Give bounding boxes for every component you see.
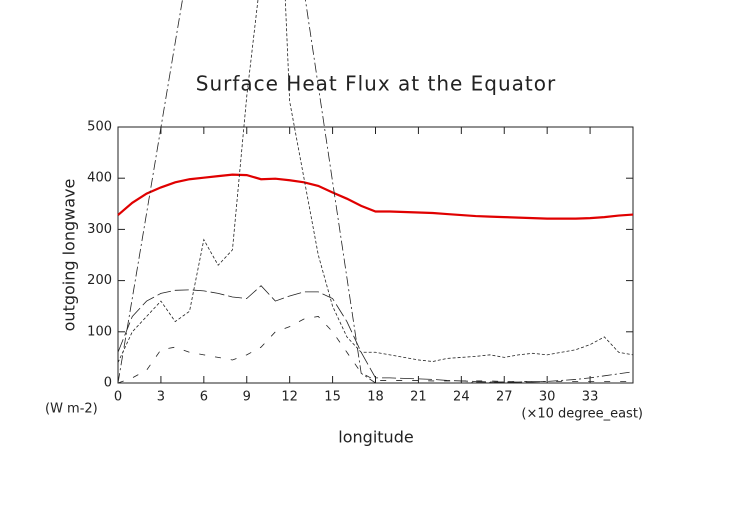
x-tick-label: 6 [200,390,208,405]
data-line [117,285,633,384]
y-tick-label: 0 [104,376,112,391]
chart-title: Surface Heat Flux at the Equator [196,72,556,96]
x-tick-label: 21 [410,390,427,405]
x-tick-label: 15 [324,390,341,405]
data-line [117,173,634,220]
y-tick-label: 400 [87,171,112,186]
x-tick-label: 33 [582,390,599,405]
y-tick-label: 500 [87,120,112,135]
y-unit: (W m-2) [45,402,98,417]
y-tick-label: 300 [87,222,112,237]
plot-frame [117,126,634,384]
y-tick-label: 200 [87,273,112,288]
x-tick-label: 24 [453,390,470,405]
x-tick-label: 30 [539,390,556,405]
y-axis-label: outgoing longwave [60,179,79,332]
data-line [117,0,634,384]
x-tick-label: 9 [243,390,251,405]
x-tick-label: 27 [496,390,513,405]
x-tick-label: 18 [367,390,384,405]
x-tick-label: 0 [114,390,122,405]
x-tick-label: 3 [157,390,165,405]
x-tick-label: 12 [281,390,298,405]
data-line [117,0,634,363]
data-line [117,316,633,384]
x-unit: (×10 degree_east) [521,407,643,422]
x-axis-label: longitude [338,428,413,447]
y-tick-label: 100 [87,324,112,339]
